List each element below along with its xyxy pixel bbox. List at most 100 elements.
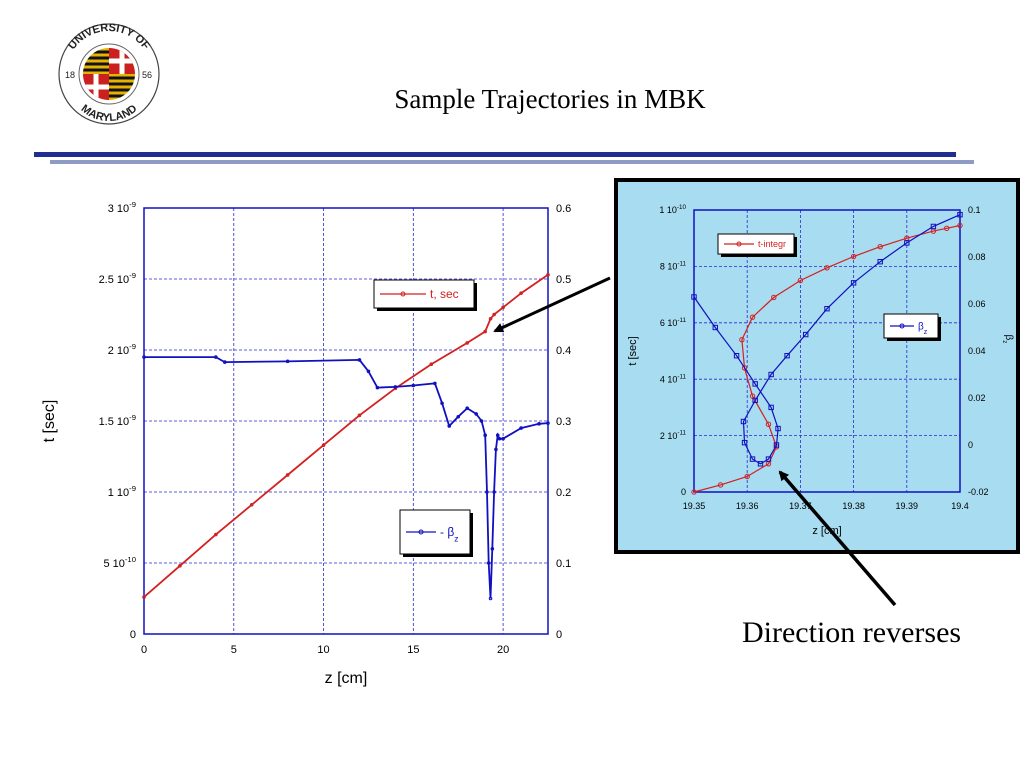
- data-point: [490, 547, 495, 551]
- legend-marker: [418, 529, 424, 535]
- y-tick-label-left: 5 10-10: [103, 555, 136, 570]
- data-point: [768, 371, 774, 378]
- data-point: [784, 353, 790, 359]
- data-point: [486, 561, 491, 565]
- x-tick-label: 5: [231, 644, 237, 656]
- data-point: [749, 314, 756, 320]
- data-point: [474, 412, 478, 416]
- inset-trajectory-chart: 19.35 19.36 19.37 19.38 19.39 19.4 0 2 10-11 4 1…: [627, 204, 1014, 537]
- data-point: [765, 456, 772, 462]
- data-point: [744, 473, 750, 480]
- legend-label: t, sec: [430, 287, 459, 301]
- x-tick-label: 19.39: [896, 501, 919, 511]
- data-point: [485, 490, 489, 494]
- data-point: [771, 294, 777, 301]
- x-tick-label: 19.36: [736, 501, 759, 511]
- data-point: [757, 461, 764, 467]
- y-tick-label-right: 0.5: [556, 274, 571, 286]
- data-point: [142, 355, 146, 359]
- data-point: [433, 381, 437, 386]
- x-tick-label: 19.38: [842, 501, 865, 511]
- data-point: [768, 404, 774, 411]
- data-point: [249, 502, 254, 507]
- y-tick-label-left: 1 10-9: [108, 484, 136, 499]
- y-tick-label-right: -0.02: [968, 487, 989, 497]
- x-tick-label: 0: [141, 644, 147, 656]
- data-point: [797, 277, 804, 284]
- data-point: [411, 383, 416, 388]
- data-point: [739, 337, 745, 343]
- y-axis-label: t [sec]: [627, 336, 639, 365]
- legend-marker: [400, 291, 406, 297]
- series-line-t: [693, 224, 961, 493]
- x-axis-label: z [cm]: [812, 525, 841, 537]
- data-point: [488, 316, 493, 321]
- legend-box: [717, 233, 795, 255]
- data-point: [773, 442, 780, 448]
- data-point: [752, 397, 758, 404]
- data-point: [285, 473, 290, 477]
- seal-year-left: 18: [65, 70, 75, 80]
- data-point: [733, 353, 740, 359]
- legend-label: βz: [918, 322, 928, 337]
- data-point: [824, 265, 830, 271]
- data-point: [375, 385, 380, 390]
- main-trajectory-chart: 0 5 10 15 20 0 5 10-10 1 10-9 1.5 10-9 2 10-9 2.5 …: [41, 200, 571, 687]
- y-tick-label-right: 0.02: [968, 393, 986, 403]
- data-point: [824, 306, 830, 312]
- data-point: [877, 259, 883, 265]
- data-point: [366, 369, 371, 374]
- plot-frame: [143, 207, 549, 635]
- data-point: [775, 425, 781, 432]
- y-tick-label-left: 1 10-10: [659, 204, 686, 215]
- y-tick-label-left: 2 10-9: [108, 342, 136, 357]
- x-tick-label: 19.35: [683, 501, 706, 511]
- y-tick-label-right: 0.2: [556, 487, 571, 499]
- x-tick-label: 20: [497, 644, 509, 656]
- data-point: [691, 294, 697, 300]
- university-seal-logo: UNIVERSITY OF MARYLAND 18 56: [58, 22, 160, 125]
- x-tick-label: 19.37: [789, 501, 812, 511]
- data-point: [357, 413, 362, 418]
- data-point: [321, 443, 326, 447]
- data-point: [957, 212, 963, 218]
- data-point: [546, 421, 550, 425]
- data-point: [483, 329, 487, 334]
- series-line-t: [143, 273, 549, 598]
- y-axis-label: t [sec]: [41, 400, 58, 443]
- data-point: [178, 564, 182, 568]
- data-point: [214, 532, 218, 537]
- seal-year-right: 56: [142, 70, 152, 80]
- data-point: [740, 418, 747, 425]
- data-point: [904, 240, 910, 246]
- inset-zoom-panel: 19.35 19.36 19.37 19.38 19.39 19.4 0 2 10-11 4 1…: [614, 178, 1020, 554]
- data-point: [495, 433, 500, 437]
- data-point: [712, 324, 718, 331]
- data-point: [223, 360, 227, 364]
- data-point: [456, 414, 461, 419]
- data-point: [440, 401, 444, 406]
- y-tick-label-right: 0.1: [968, 205, 981, 215]
- slide-title: Sample Trajectories in MBK: [394, 84, 706, 114]
- data-point: [465, 406, 470, 411]
- data-point: [717, 482, 724, 488]
- data-point: [483, 433, 487, 437]
- data-point: [357, 358, 362, 362]
- y-tick-label-right: 0.4: [556, 345, 571, 357]
- data-point: [214, 355, 218, 359]
- legend-marker: [899, 323, 905, 329]
- y-tick-label-right: 0: [556, 629, 562, 641]
- y-tick-label-left: 0: [130, 629, 136, 641]
- x-tick-label: 10: [317, 644, 329, 656]
- x-axis-label: z [cm]: [325, 670, 368, 687]
- data-point: [519, 426, 523, 430]
- data-point: [749, 456, 756, 462]
- y-tick-label-left: 0: [681, 487, 686, 497]
- y-tick-label-right: 0: [968, 440, 973, 450]
- direction-reverses-caption: Direction reverses: [742, 616, 962, 649]
- data-point: [501, 436, 505, 441]
- data-point: [877, 243, 883, 250]
- data-point: [752, 381, 758, 387]
- data-point: [741, 365, 748, 371]
- y-tick-label-left: 1.5 10-9: [99, 413, 136, 428]
